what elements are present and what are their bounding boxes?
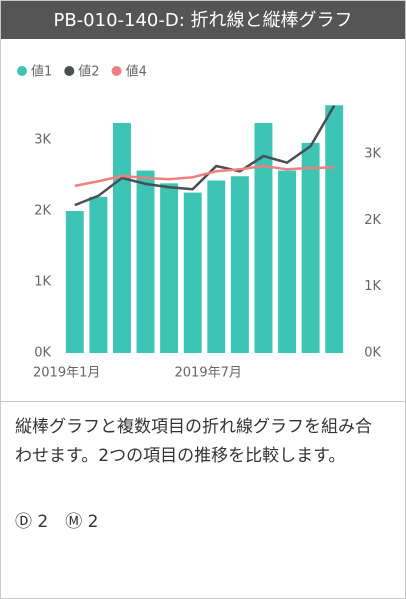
footer: Ⓓ 2 Ⓜ 2 xyxy=(15,512,99,532)
separator xyxy=(1,401,405,402)
bar xyxy=(160,183,179,353)
y2-tick-label: 1K xyxy=(364,279,381,294)
y-tick-label: 2K xyxy=(34,204,51,219)
legend-marker xyxy=(17,66,27,76)
legend-marker xyxy=(64,66,75,76)
y2-tick-label: 3K xyxy=(364,147,381,162)
y-tick-label: 3K xyxy=(34,133,51,148)
bar xyxy=(112,123,131,353)
y2-tick-label: 0K xyxy=(364,346,381,361)
bar xyxy=(136,170,155,353)
y-tick-label: 0K xyxy=(34,346,51,361)
legend-label: 値2 xyxy=(78,64,99,80)
bar xyxy=(230,176,249,353)
bar xyxy=(89,196,108,353)
bar xyxy=(207,180,226,353)
line xyxy=(74,164,335,188)
description: 縦棒グラフと複数項目の折れ線グラフを組み合わせます。2つの項目の推移を比較します… xyxy=(15,417,372,466)
legend-marker xyxy=(111,66,122,76)
chart: PB-010-140-D: 折れ線と縦棒グラフ 0K 1K 2K 3K 0K 1K 2K 3K… xyxy=(1,1,405,381)
line xyxy=(74,105,336,207)
y-tick-label: 1K xyxy=(34,275,51,290)
bar xyxy=(183,192,202,353)
bar xyxy=(254,123,273,353)
x-tick-label: 2019年1月 xyxy=(33,366,100,381)
title-bar xyxy=(1,1,405,39)
legend-label: 値1 xyxy=(31,64,52,80)
bar xyxy=(301,142,320,353)
bar xyxy=(325,105,344,353)
bar xyxy=(278,170,297,353)
bar xyxy=(65,211,84,353)
x-tick-label: 2019年7月 xyxy=(175,366,242,381)
chart-title: PB-010-140-D: 折れ線と縦棒グラフ xyxy=(53,10,352,31)
y2-tick-label: 2K xyxy=(364,213,381,228)
legend-label: 値4 xyxy=(126,64,147,80)
